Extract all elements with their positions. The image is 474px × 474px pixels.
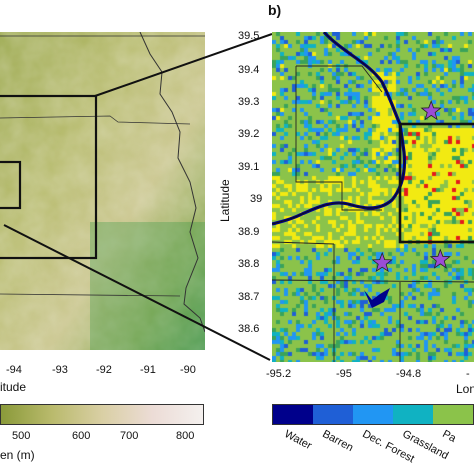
county-boundary-2: [296, 65, 383, 93]
y-tick-b-1: 39.4: [238, 64, 260, 76]
state-boundary-river: [139, 32, 205, 333]
x-tick-a-1: -93: [52, 364, 68, 376]
y-tick-b-0: 39.5: [238, 30, 260, 42]
elevation-map-panel: [0, 32, 205, 362]
x-tick-b-1: -95: [336, 368, 352, 380]
legend-swatch-grassland: [393, 405, 433, 424]
x-axis-label-a: itude: [0, 380, 27, 394]
legend-swatch-pasture: [433, 405, 473, 424]
cb-tick-3: 800: [176, 430, 195, 442]
connector-top: [94, 33, 273, 97]
x-tick-b-2: -94.8: [396, 368, 422, 380]
county-boundary-3: [272, 279, 474, 283]
legend-swatch-barren: [313, 405, 353, 424]
landcover-colorbar: [272, 404, 474, 425]
county-boundary-6: [272, 241, 335, 245]
y-tick-b-8: 38.7: [238, 291, 260, 303]
y-tick-b-9: 38.6: [238, 323, 260, 335]
x-tick-a-3: -91: [140, 364, 156, 376]
inner-domain-box: [0, 160, 22, 210]
elevation-map: [0, 32, 205, 362]
star-marker-site-3: [429, 248, 451, 269]
site-markers: [371, 100, 451, 273]
y-tick-b-4: 39.1: [238, 161, 260, 173]
legend-swatch-water: [273, 405, 313, 424]
y-tick-b-6: 38.9: [238, 226, 260, 238]
terrain-texture: [0, 32, 205, 362]
cb-tick-2: 700: [120, 430, 139, 442]
y-axis-label-b: Latitude: [218, 179, 232, 222]
connector-bottom: [3, 224, 271, 361]
county-boundary-1: [295, 66, 382, 211]
panel-label-b: b): [268, 2, 282, 18]
elevation-colorbar-gradient: [1, 405, 203, 424]
y-tick-b-5: 39: [250, 193, 263, 205]
colorbar-label: en (m): [0, 448, 35, 462]
county-boundary: [0, 115, 191, 125]
landcover-map-panel: [272, 32, 474, 362]
star-marker-site-1: [420, 100, 442, 121]
x-tick-b-0: -95.2: [266, 368, 292, 380]
outer-domain-box: [0, 94, 98, 260]
y-tick-b-7: 38.8: [238, 258, 260, 270]
x-axis-label-b: Lon: [456, 382, 474, 396]
x-tick-a-4: -90: [180, 364, 196, 376]
lake-shape: [364, 288, 390, 308]
landcover-overlay: [272, 32, 474, 362]
x-tick-b-3: -: [466, 368, 470, 380]
cb-tick-0: 500: [12, 430, 31, 442]
axis-strip: [0, 350, 205, 362]
legend-swatch-dec-forest: [353, 405, 393, 424]
x-tick-a-0: -94: [6, 364, 22, 376]
x-tick-a-2: -92: [96, 364, 112, 376]
y-tick-b-3: 39.2: [238, 128, 260, 140]
y-tick-b-2: 39.3: [238, 96, 260, 108]
state-boundary-river: [272, 32, 405, 225]
inner-domain-box: [398, 122, 474, 244]
missouri-river: [272, 32, 407, 226]
elevation-colorbar: [0, 404, 204, 425]
cb-tick-1: 600: [72, 430, 91, 442]
star-marker-site-2: [371, 251, 393, 273]
state-boundary-south: [0, 293, 181, 297]
